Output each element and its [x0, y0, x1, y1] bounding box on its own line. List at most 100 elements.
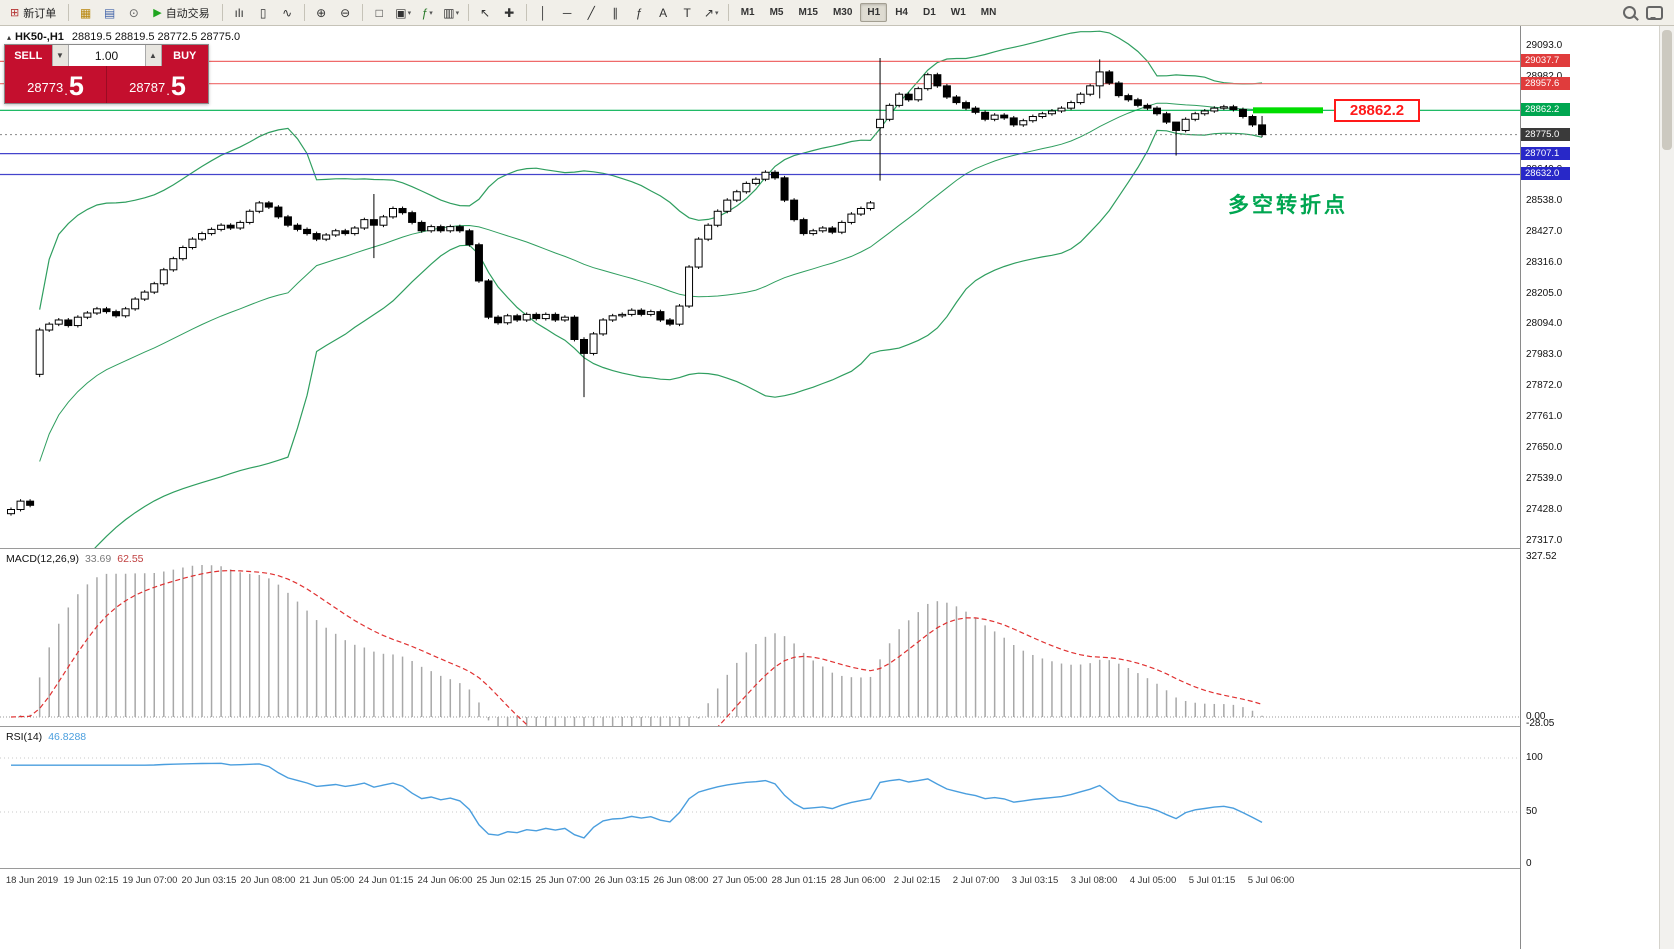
- line-chart-icon[interactable]: ∿: [276, 2, 299, 24]
- bar-chart-icon[interactable]: ılı: [228, 2, 251, 24]
- rsi-name: RSI(14): [6, 731, 43, 743]
- arrange-windows-caret-icon[interactable]: ▾: [407, 9, 412, 17]
- timeframe-m15-button[interactable]: M15: [798, 7, 818, 18]
- time-label: 25 Jun 07:00: [535, 875, 591, 886]
- templates-caret-icon[interactable]: ▾: [455, 9, 460, 17]
- equidistant-channel-icon[interactable]: ∥: [604, 2, 627, 24]
- tile-windows-icon[interactable]: □: [368, 2, 391, 24]
- macd-value-2: 62.55: [117, 553, 144, 565]
- price-tick: 27428.0: [1526, 504, 1563, 516]
- search-icon[interactable]: [1623, 6, 1636, 19]
- scrollbar-thumb[interactable]: [1662, 30, 1672, 150]
- buy-price-pip: 5: [170, 71, 186, 101]
- price-tag[interactable]: 28775.0: [1521, 127, 1570, 141]
- trendline-icon[interactable]: ╱: [580, 2, 603, 24]
- new-order-button[interactable]: ⊞ 新订单: [3, 2, 63, 24]
- price-tick: 27761.0: [1526, 411, 1563, 423]
- panel-separator[interactable]: [0, 726, 1520, 727]
- zoom-out-icon[interactable]: ⊖: [334, 2, 357, 24]
- sell-button[interactable]: SELL: [5, 45, 52, 66]
- price-tick: 27872.0: [1526, 380, 1563, 392]
- timeframe-mn-button[interactable]: MN: [980, 7, 997, 18]
- price-tag[interactable]: 28862.2: [1521, 103, 1570, 117]
- new-order-glyph: ⊞: [10, 7, 20, 19]
- time-label: 20 Jun 08:00: [240, 875, 296, 886]
- macd-name: MACD(12,26,9): [6, 553, 79, 565]
- price-axis[interactable]: 29093.028982.028871.028760.028649.028538…: [1520, 26, 1661, 949]
- text-label-icon[interactable]: T: [676, 2, 699, 24]
- refresh-icon[interactable]: ⊙: [122, 2, 145, 24]
- chat-icon[interactable]: [1646, 5, 1663, 20]
- new-order-label: 新订单: [23, 7, 57, 20]
- equidistant-channel-glyph: ∥: [612, 5, 619, 20]
- toolbar-separator: [467, 4, 469, 21]
- cursor-icon[interactable]: ↖: [474, 2, 497, 24]
- rsi-label: RSI(14) 46.8288: [6, 731, 86, 743]
- zoom-in-icon[interactable]: ⊕: [310, 2, 333, 24]
- profiles-icon[interactable]: ▤: [98, 2, 121, 24]
- time-axis[interactable]: 18 Jun 2019 19 Jun 02:15 19 Jun 07:00 20 Ju…: [0, 869, 1520, 890]
- fibonacci-icon[interactable]: ƒ: [628, 2, 651, 24]
- vertical-scrollbar[interactable]: [1659, 26, 1674, 949]
- arrows-caret-icon[interactable]: ▾: [714, 9, 719, 17]
- indicators-glyph: ƒ: [421, 5, 429, 20]
- indicators-caret-icon[interactable]: ▾: [429, 9, 433, 17]
- timeframe-m5-button[interactable]: M5: [769, 7, 784, 18]
- buy-price[interactable]: 28787 . 5: [107, 66, 208, 103]
- time-label: 5 Jul 01:15: [1188, 875, 1236, 886]
- chart-window-icon[interactable]: ▦: [74, 2, 97, 24]
- macd-panel[interactable]: [0, 549, 1520, 726]
- price-chart[interactable]: [0, 28, 1520, 548]
- timeframe-w1-button[interactable]: W1: [950, 7, 966, 18]
- timeframe-h4-button[interactable]: H4: [895, 7, 908, 18]
- timeframe-m1-button[interactable]: M1: [740, 7, 755, 18]
- time-label: 24 Jun 06:00: [417, 875, 473, 886]
- time-label: 2 Jul 02:15: [893, 875, 941, 886]
- timeframe-m30-button[interactable]: M30: [832, 7, 853, 18]
- panel-separator: [0, 868, 1520, 869]
- trade-panel-divider: [106, 66, 107, 103]
- volume-increase-button[interactable]: ▲: [144, 45, 162, 66]
- price-tag[interactable]: 28707.1: [1521, 146, 1570, 160]
- arrows-icon[interactable]: ↗ ▾: [700, 2, 723, 24]
- candlestick-chart-icon[interactable]: ▯: [252, 2, 275, 24]
- vertical-line-icon[interactable]: │: [532, 2, 555, 24]
- auto-trading-button[interactable]: ▶ 自动交易: [146, 2, 216, 24]
- price-tag[interactable]: 28632.0: [1521, 167, 1570, 181]
- time-label: 19 Jun 07:00: [122, 875, 178, 886]
- rsi-axis-label: 50: [1526, 806, 1538, 817]
- macd-axis-label: -28.05: [1526, 718, 1555, 729]
- rsi-panel[interactable]: [0, 727, 1520, 868]
- buy-button[interactable]: BUY: [161, 45, 208, 66]
- arrange-windows-icon[interactable]: ▣ ▾: [392, 2, 415, 24]
- collapse-icon[interactable]: ▴: [7, 33, 12, 42]
- vertical-line-glyph: │: [539, 5, 547, 20]
- time-label: 3 Jul 03:15: [1011, 875, 1059, 886]
- sell-price-base: 28773: [27, 80, 64, 95]
- time-label: 21 Jun 05:00: [299, 875, 355, 886]
- panel-separator[interactable]: [0, 548, 1520, 549]
- timeframe-h1-button[interactable]: H1: [860, 3, 888, 22]
- timeframe-d1-button[interactable]: D1: [923, 7, 936, 18]
- sell-price[interactable]: 28773 . 5: [5, 66, 106, 103]
- volume-decrease-button[interactable]: ▼: [51, 45, 69, 66]
- text-label-glyph: T: [683, 5, 691, 20]
- price-tick: 28982.0: [1526, 71, 1562, 82]
- price-callout[interactable]: 28862.2: [1334, 99, 1420, 122]
- auto-trading-label: 自动交易: [165, 7, 210, 20]
- cursor-glyph: ↖: [480, 5, 491, 20]
- time-label: 20 Jun 03:15: [181, 875, 237, 886]
- price-tag[interactable]: 28957.6: [1521, 76, 1570, 90]
- horizontal-line-icon[interactable]: ─: [556, 2, 579, 24]
- time-label: 25 Jun 02:15: [476, 875, 532, 886]
- price-tick: 29093.0: [1526, 40, 1563, 51]
- trade-panel-prices: 28773 . 5 28787 . 5: [5, 66, 208, 103]
- templates-icon[interactable]: ▥ ▾: [440, 2, 463, 24]
- auto-trading-glyph: ▶: [153, 7, 162, 19]
- crosshair-icon[interactable]: ✚: [498, 2, 521, 24]
- text-icon[interactable]: A: [652, 2, 675, 24]
- indicators-icon[interactable]: ƒ ▾: [416, 2, 439, 24]
- volume-input[interactable]: [68, 45, 145, 66]
- price-tag[interactable]: 29037.7: [1521, 54, 1570, 68]
- time-label: 4 Jul 05:00: [1129, 875, 1177, 886]
